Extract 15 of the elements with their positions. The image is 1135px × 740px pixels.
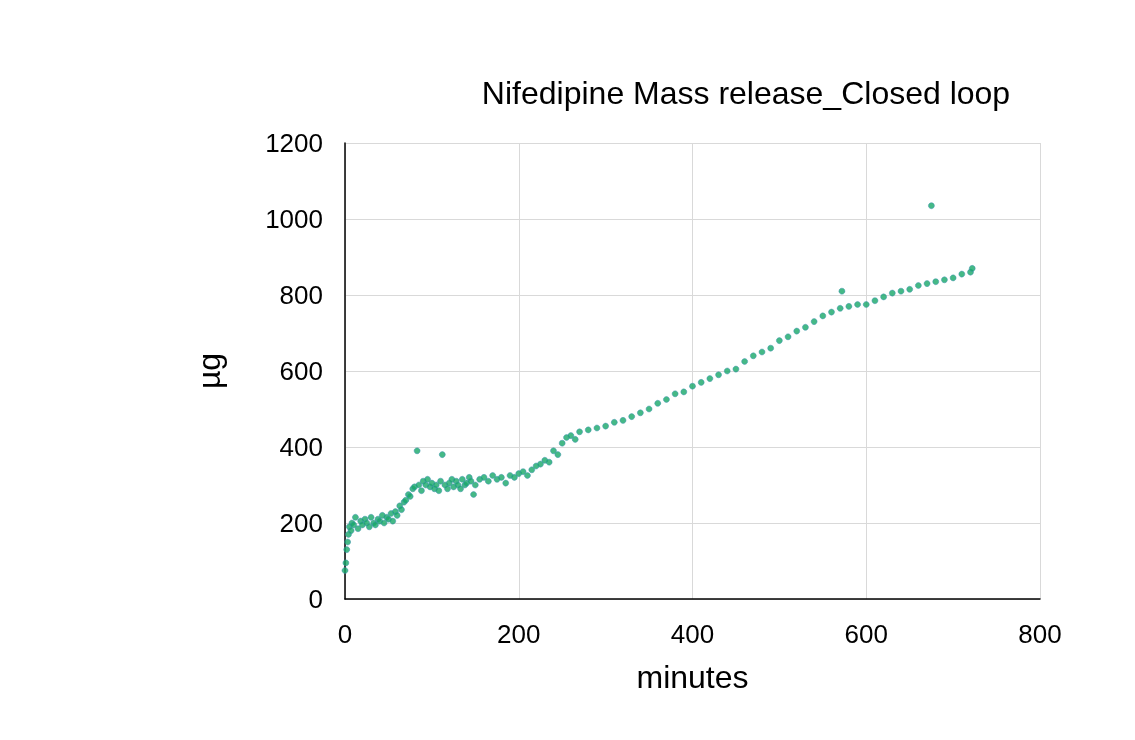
chart-title: Nifedipine Mass release_Closed loop: [481, 75, 1011, 111]
x-tick-label: 400: [670, 619, 715, 649]
x-tick-label: 600: [844, 619, 888, 649]
y-tick-label: 800: [279, 280, 323, 310]
x-tick-label: 200: [497, 619, 541, 649]
y-tick-label: 600: [279, 356, 323, 386]
y-tick-label: 200: [279, 508, 323, 538]
y-tick-label: 0: [308, 584, 323, 614]
y-tick-label: 400: [279, 432, 323, 462]
y-tick-label: 1200: [265, 128, 323, 158]
y-axis-title: µg: [191, 352, 227, 390]
y-tick-label: 1000: [265, 204, 323, 234]
x-tick-label: 800: [1018, 619, 1062, 649]
x-axis-title: minutes: [636, 659, 749, 695]
x-tick-label: 0: [337, 619, 353, 649]
